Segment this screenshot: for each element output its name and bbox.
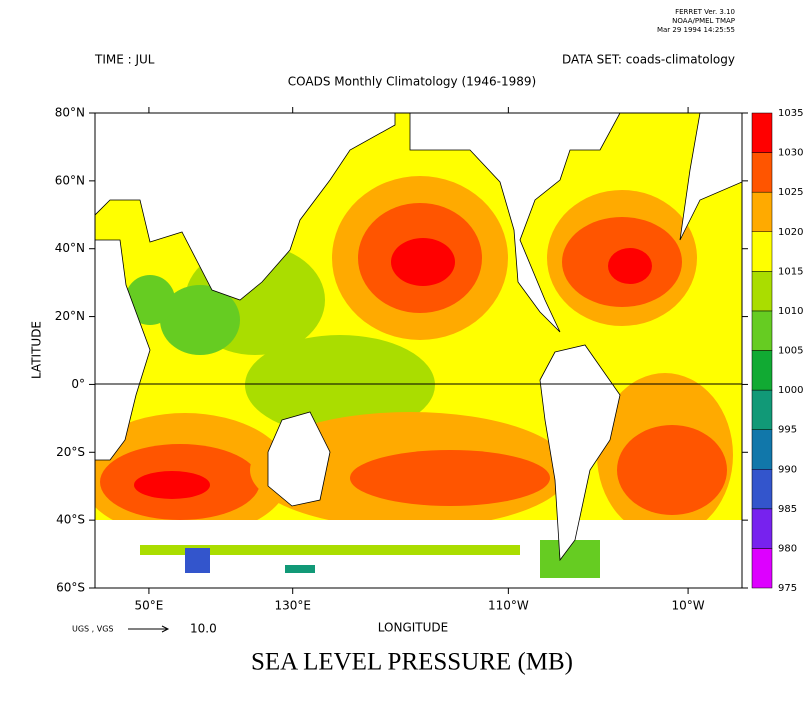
vector-key-arrow <box>161 625 170 633</box>
y-axis-label: LATITUDE <box>30 321 44 379</box>
colorbar-label: 1010 <box>778 306 803 317</box>
stamp: NOAA/PMEL TMAP <box>672 17 735 25</box>
colorbar-bin <box>751 310 773 351</box>
y-tick-label: 60°N <box>55 173 85 187</box>
colorbar-label: 1005 <box>778 346 803 357</box>
y-tick-label: 60°S <box>56 581 85 595</box>
colorbar-bin <box>751 191 773 233</box>
colorbar-label: 1030 <box>778 148 803 159</box>
x-tick-label: 50°E <box>134 599 163 613</box>
colorbar-bin <box>751 429 773 470</box>
y-tick-label: 40°N <box>55 241 85 255</box>
colorbar-bin <box>751 271 773 312</box>
chart-title: COADS Monthly Climatology (1946-1989) <box>288 75 536 89</box>
colorbar-label: 1015 <box>778 266 803 277</box>
stamp: FERRET Ver. 3.10 <box>675 8 735 16</box>
colorbar-label: 1020 <box>778 227 803 238</box>
x-tick-label: 130°E <box>274 599 311 613</box>
y-tick-label: 20°N <box>55 309 85 323</box>
dataset-label: DATA SET: coads-climatology <box>562 53 735 67</box>
colorbar-label: 995 <box>778 425 797 436</box>
x-tick-label: 10°W <box>672 599 705 613</box>
colorbar-label: 980 <box>778 543 797 554</box>
colorbar-bin <box>751 231 773 272</box>
colorbar-bin <box>751 350 773 391</box>
caption: SEA LEVEL PRESSURE (MB) <box>251 649 573 676</box>
colorbar-label: 1025 <box>778 187 803 198</box>
y-tick-label: 40°S <box>56 513 85 527</box>
colorbar-bin <box>751 469 773 510</box>
x-axis-label: LONGITUDE <box>378 621 448 635</box>
y-tick-label: 80°N <box>55 106 85 120</box>
colorbar-bin <box>751 112 773 153</box>
y-tick-label: 20°S <box>56 445 85 459</box>
colorbar-bin <box>751 152 773 193</box>
colorbar-label: 1035 <box>778 108 803 119</box>
time-label: TIME : JUL <box>94 53 155 67</box>
colorbar-bin <box>751 508 773 549</box>
x-tick-label: 110°W <box>488 599 529 613</box>
colorbar-label: 990 <box>778 464 797 475</box>
colorbar-label: 985 <box>778 504 797 515</box>
colorbar-bin <box>751 548 773 589</box>
vector-key-label: UGS , VGS <box>72 625 114 634</box>
vector-key-value: 10.0 <box>190 622 217 636</box>
colorbar-bin <box>751 389 773 430</box>
y-tick-label: 0° <box>71 377 85 391</box>
colorbar-label: 1000 <box>778 385 803 396</box>
stamp: Mar 29 1994 14:25:55 <box>657 26 735 34</box>
pressure-field <box>94 112 743 589</box>
colorbar-label: 975 <box>778 583 797 594</box>
